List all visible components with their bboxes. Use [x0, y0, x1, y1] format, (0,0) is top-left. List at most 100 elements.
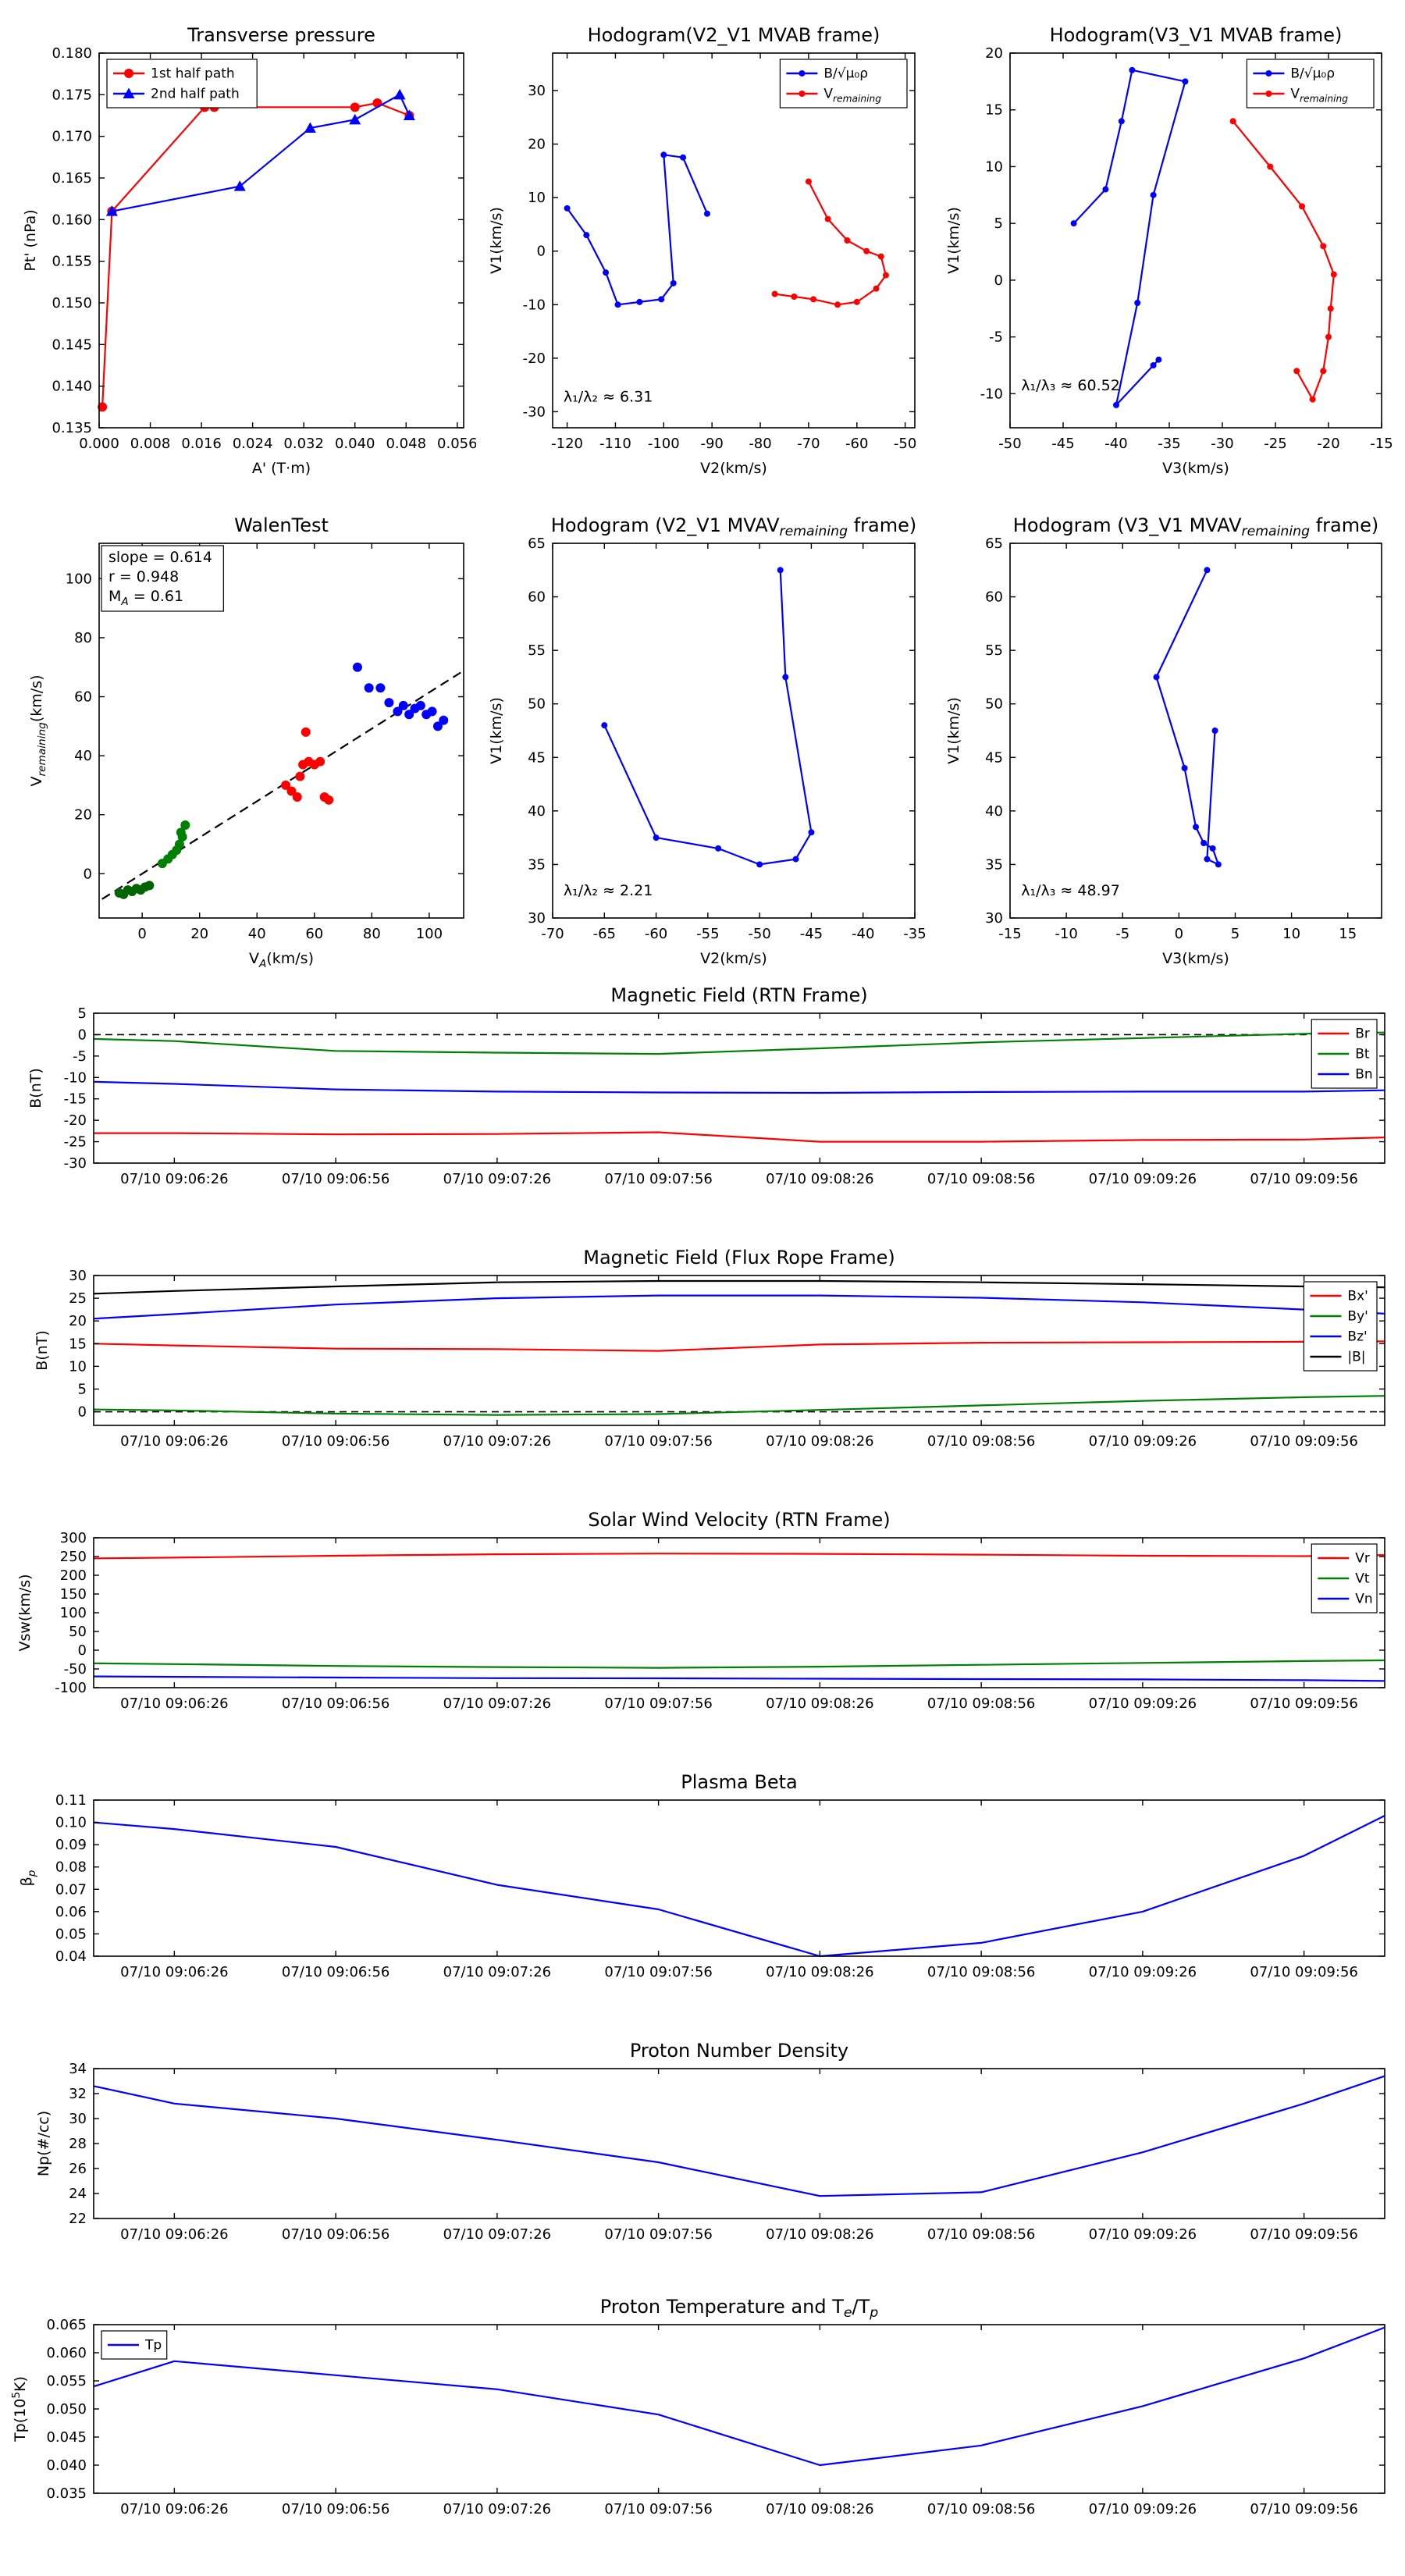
svg-text:Vremaining: Vremaining — [1290, 87, 1348, 105]
svg-text:0.175: 0.175 — [52, 87, 92, 103]
chart-canvas: 0 20 40 60 80 100 0 20 40 60 80 100 WalenTest VA(km/s… — [28, 514, 464, 970]
svg-text:V1(km/s): V1(km/s) — [488, 207, 505, 274]
svg-text:-100: -100 — [55, 1680, 87, 1696]
svg-text:250: 250 — [60, 1549, 87, 1565]
svg-text:32: 32 — [69, 2086, 87, 2102]
svg-text:B(nT): B(nT) — [27, 1068, 44, 1108]
svg-text:-15: -15 — [1370, 436, 1393, 452]
svg-text:07/10 09:06:26: 07/10 09:06:26 — [120, 1964, 228, 1980]
chart-proton-density: 07/10 09:06:26 07/10 09:06:56 07/10 09:07:… — [9, 2033, 1397, 2267]
svg-text:0: 0 — [78, 1642, 87, 1659]
chart-canvas: 07/10 09:06:26 07/10 09:06:56 07/10 09:07:… — [18, 1771, 1385, 1980]
svg-text:80: 80 — [74, 630, 92, 646]
svg-text:07/10 09:06:56: 07/10 09:06:56 — [282, 2501, 389, 2517]
svg-text:0.024: 0.024 — [233, 436, 273, 452]
svg-text:-45: -45 — [800, 926, 823, 942]
svg-text:VA(km/s): VA(km/s) — [249, 950, 314, 970]
svg-text:V3(km/s): V3(km/s) — [1162, 950, 1229, 967]
chart-magnetic-field-flux-rope: 07/10 09:06:26 07/10 09:06:56 07/10 09:07:… — [9, 1240, 1397, 1474]
svg-text:60: 60 — [985, 589, 1003, 606]
svg-text:0.145: 0.145 — [52, 336, 92, 353]
svg-text:0.180: 0.180 — [52, 45, 92, 62]
svg-text:Hodogram (V2_V1 MVAVremaining: Hodogram (V2_V1 MVAVremaining frame) — [551, 514, 916, 539]
svg-text:60: 60 — [528, 589, 546, 606]
svg-text:-60: -60 — [645, 926, 667, 942]
svg-text:-40: -40 — [852, 926, 874, 942]
svg-text:50: 50 — [985, 696, 1003, 713]
svg-text:0.045: 0.045 — [46, 2429, 87, 2446]
svg-text:40: 40 — [248, 926, 266, 942]
svg-text:35: 35 — [985, 856, 1003, 873]
svg-text:V3(km/s): V3(km/s) — [1162, 460, 1229, 477]
svg-text:-50: -50 — [748, 926, 770, 942]
svg-text:-15: -15 — [64, 1091, 87, 1108]
svg-text:10: 10 — [985, 158, 1003, 175]
svg-text:0.008: 0.008 — [130, 436, 171, 452]
svg-text:20: 20 — [69, 1313, 87, 1329]
svg-text:-55: -55 — [696, 926, 719, 942]
svg-text:-10: -10 — [980, 386, 1003, 402]
svg-text:07/10 09:09:26: 07/10 09:09:26 — [1089, 1433, 1197, 1450]
svg-text:-40: -40 — [1104, 436, 1127, 452]
svg-text:0.065: 0.065 — [46, 2317, 87, 2333]
svg-text:-50: -50 — [64, 1661, 87, 1678]
svg-text:B/√μ₀ρ: B/√μ₀ρ — [1290, 66, 1335, 82]
svg-text:10: 10 — [1282, 926, 1300, 942]
svg-text:07/10 09:06:26: 07/10 09:06:26 — [120, 2226, 228, 2243]
svg-text:26: 26 — [69, 2161, 87, 2177]
svg-text:-10: -10 — [64, 1069, 87, 1086]
chart-hodogram-v3v1-mvav: -15 -10 -5 0 5 10 15 30 35 40 45 50 55 60 65 Hodogram (… — [943, 503, 1394, 977]
svg-text:0.06: 0.06 — [55, 1904, 87, 1920]
svg-text:slope = 0.614: slope = 0.614 — [108, 549, 212, 566]
chart-magnetic-field-rtn: 07/10 09:06:26 07/10 09:06:56 07/10 09:07:… — [9, 977, 1397, 1212]
svg-text:-20: -20 — [64, 1112, 87, 1129]
svg-text:-35: -35 — [903, 926, 926, 942]
svg-text:07/10 09:07:26: 07/10 09:07:26 — [443, 1695, 551, 1712]
svg-text:50: 50 — [69, 1624, 87, 1640]
svg-text:34: 34 — [69, 2061, 87, 2077]
svg-text:MA = 0.61: MA = 0.61 — [108, 588, 183, 608]
svg-text:07/10 09:09:56: 07/10 09:09:56 — [1250, 1964, 1357, 1980]
svg-text:-30: -30 — [523, 404, 546, 420]
chart-canvas: -15 -10 -5 0 5 10 15 30 35 40 45 50 55 60 65 Hodogram (… — [945, 514, 1382, 967]
chart-canvas: 0.000 0.008 0.016 0.024 0.032 0.040 0.048 0.056… — [22, 24, 478, 477]
svg-text:07/10 09:09:26: 07/10 09:09:26 — [1089, 1964, 1197, 1980]
svg-text:15: 15 — [1339, 926, 1357, 942]
svg-text:0.05: 0.05 — [55, 1926, 87, 1942]
svg-text:30: 30 — [528, 83, 546, 99]
svg-text:07/10 09:06:26: 07/10 09:06:26 — [120, 1171, 228, 1187]
svg-text:15: 15 — [985, 102, 1003, 119]
svg-text:Vremaining(km/s): Vremaining(km/s) — [28, 675, 48, 787]
svg-text:07/10 09:06:26: 07/10 09:06:26 — [120, 1433, 228, 1450]
svg-text:0: 0 — [994, 272, 1003, 289]
svg-text:20: 20 — [190, 926, 208, 942]
svg-text:Vn: Vn — [1355, 1592, 1372, 1607]
svg-text:V2(km/s): V2(km/s) — [700, 950, 767, 967]
svg-text:07/10 09:08:56: 07/10 09:08:56 — [927, 2501, 1035, 2517]
svg-text:-25: -25 — [64, 1134, 87, 1151]
svg-text:07/10 09:07:56: 07/10 09:07:56 — [604, 1433, 712, 1450]
svg-text:25: 25 — [69, 1290, 87, 1307]
chart-canvas: -120 -110 -100 -90 -80 -70 -60 -50-30-20-100102… — [488, 24, 916, 477]
svg-text:07/10 09:09:56: 07/10 09:09:56 — [1250, 2501, 1357, 2517]
svg-text:2nd half path: 2nd half path — [151, 87, 240, 102]
svg-text:-70: -70 — [541, 926, 564, 942]
svg-text:V1(km/s): V1(km/s) — [488, 697, 505, 764]
svg-text:20: 20 — [74, 807, 92, 824]
svg-text:40: 40 — [985, 803, 1003, 820]
svg-text:0.032: 0.032 — [283, 436, 324, 452]
svg-text:10: 10 — [69, 1358, 87, 1375]
svg-text:45: 45 — [985, 749, 1003, 766]
svg-text:07/10 09:07:56: 07/10 09:07:56 — [604, 2226, 712, 2243]
svg-text:07/10 09:07:26: 07/10 09:07:26 — [443, 2501, 551, 2517]
chart-canvas: -50 -45 -40 -35 -30 -25 -20 -15-10-505101520Hod… — [945, 24, 1393, 477]
svg-text:0.016: 0.016 — [181, 436, 222, 452]
svg-text:λ₁/λ₂ ≈ 2.21: λ₁/λ₂ ≈ 2.21 — [564, 882, 653, 899]
svg-text:0.165: 0.165 — [52, 170, 92, 187]
svg-text:-110: -110 — [599, 436, 631, 452]
svg-text:07/10 09:08:26: 07/10 09:08:26 — [766, 1433, 873, 1450]
svg-text:07/10 09:08:26: 07/10 09:08:26 — [766, 1964, 873, 1980]
svg-text:0: 0 — [537, 244, 546, 260]
svg-text:0.035: 0.035 — [46, 2485, 87, 2502]
svg-text:07/10 09:09:56: 07/10 09:09:56 — [1250, 1433, 1357, 1450]
